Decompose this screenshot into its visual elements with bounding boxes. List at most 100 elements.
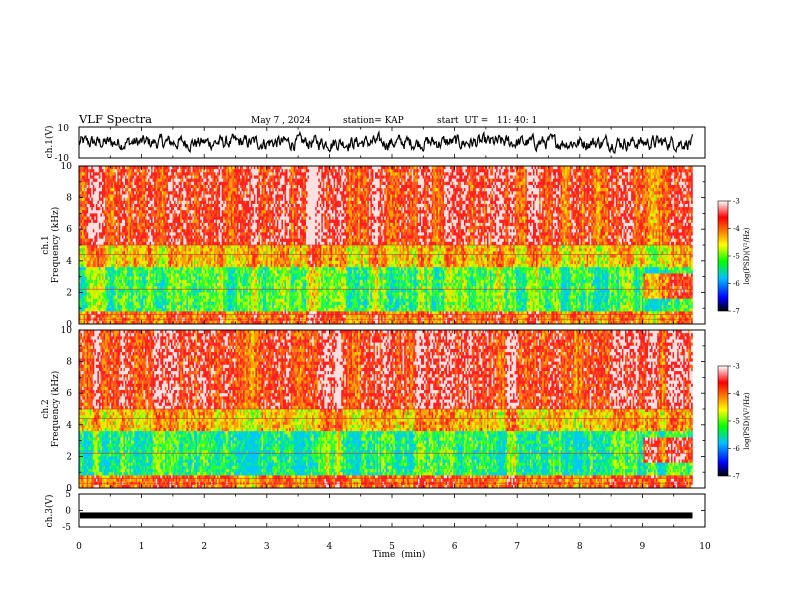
spectrogram-cell: [97, 308, 100, 312]
spectrogram-cell: [114, 191, 117, 195]
spectrogram-cell: [83, 295, 86, 300]
spectrogram-cell: [118, 238, 121, 243]
spectrogram-cell: [149, 295, 152, 300]
spectrogram-cell: [146, 175, 149, 179]
spectrogram-cell: [131, 311, 133, 315]
spectrogram-cell: [135, 279, 138, 284]
spectrogram-cell: [144, 286, 147, 290]
spectrogram-cell: [132, 207, 135, 211]
spectrogram-cell: [103, 314, 106, 318]
spectrogram-cell: [102, 263, 104, 268]
spectrogram-cell: [141, 320, 144, 325]
spectrogram-cell: [86, 175, 89, 179]
spectrogram-cell: [125, 241, 127, 246]
spectrogram-cell: [94, 207, 97, 211]
spectrogram-cell: [143, 172, 146, 176]
spectrogram-cell: [141, 181, 144, 186]
spectrogram-cell: [80, 320, 83, 325]
spectrogram-cell: [115, 207, 118, 211]
spectrogram-cell: [144, 263, 147, 268]
spectrogram-cell: [100, 181, 103, 186]
spectrogram-cell: [86, 260, 89, 265]
spectrogram-cell: [112, 314, 115, 318]
spectrogram-cell: [85, 191, 87, 195]
spectrogram-cell: [115, 257, 118, 262]
spectrogram-cell: [105, 260, 107, 265]
spectrogram-cell: [123, 235, 126, 239]
spectrogram-cell: [118, 232, 121, 236]
spectrogram-cell: [131, 200, 133, 205]
spectrogram-cell: [109, 251, 112, 255]
spectrogram-cell: [83, 203, 86, 208]
spectrogram-cell: [131, 181, 133, 186]
spectrogram-cell: [108, 175, 110, 179]
spectrogram-cell: [143, 181, 146, 186]
spectrogram-cell: [111, 178, 114, 183]
spectrogram-cell: [103, 194, 106, 198]
spectrogram-cell: [111, 270, 114, 274]
spectrogram-cell: [129, 270, 132, 274]
spectrogram-cell: [140, 203, 143, 208]
spectrogram-cell: [88, 298, 91, 303]
spectrogram-cell: [141, 282, 144, 287]
spectrogram-cell: [94, 188, 97, 192]
spectrogram-cell: [95, 166, 98, 170]
spectrogram-cell: [129, 279, 132, 284]
spectrogram-cell: [149, 184, 152, 189]
spectrogram-cell: [82, 260, 84, 265]
spectrogram-cell: [131, 279, 133, 284]
spectrogram-cell: [134, 207, 137, 211]
spectrogram-cell: [138, 311, 141, 315]
spectrogram-cell: [135, 169, 138, 173]
spectrogram-cell: [146, 273, 149, 277]
spectrogram-cell: [134, 289, 137, 293]
spectrogram-cell: [114, 257, 117, 262]
spectrogram-cell: [146, 282, 149, 287]
spectrogram-cell: [143, 273, 146, 277]
spectrogram-cell: [83, 305, 86, 309]
spectrogram-cell: [112, 207, 115, 211]
spectrogram-cell: [92, 226, 95, 230]
spectrogram-cell: [114, 267, 117, 271]
spectrogram-cell: [102, 181, 104, 186]
spectrogram-cell: [92, 197, 95, 202]
spectrogram-cell: [80, 298, 83, 303]
spectrogram-cell: [83, 197, 86, 202]
spectrogram-cell: [135, 181, 138, 186]
spectrogram-cell: [92, 263, 95, 268]
spectrogram-cell: [132, 188, 135, 192]
spectrogram-cell: [89, 286, 92, 290]
spectrogram-cell: [79, 251, 81, 255]
spectrogram-cell: [111, 238, 114, 243]
spectrogram-cell: [132, 295, 135, 300]
spectrogram-cell: [140, 263, 143, 268]
spectrogram-cell: [129, 308, 132, 312]
spectrogram-cell: [121, 222, 124, 227]
spectrogram-cell: [128, 175, 130, 179]
spectrogram-cell: [92, 207, 95, 211]
spectrogram-cell: [143, 188, 146, 192]
spectrogram-cell: [83, 222, 86, 227]
spectrogram-cell: [105, 219, 107, 224]
spectrogram-cell: [140, 308, 143, 312]
spectrogram-cell: [125, 213, 127, 217]
spectrogram-cell: [140, 222, 143, 227]
spectrogram-cell: [118, 203, 121, 208]
spectrogram-cell: [121, 184, 124, 189]
spectrogram-cell: [82, 184, 84, 189]
spectrogram-cell: [108, 289, 110, 293]
spectrogram-cell: [86, 172, 89, 176]
spectrogram-cell: [128, 314, 130, 318]
spectrogram-cell: [143, 320, 146, 325]
spectrogram-cell: [144, 210, 147, 214]
spectrogram-cell: [100, 305, 103, 309]
spectrogram-cell: [118, 292, 121, 296]
spectrogram-cell: [82, 320, 84, 325]
spectrogram-cell: [91, 289, 94, 293]
spectrogram-cell: [132, 308, 135, 312]
spectrogram-cell: [85, 175, 87, 179]
spectrogram-cell: [118, 178, 121, 183]
spectrogram-cell: [108, 203, 110, 208]
spectrogram-cell: [105, 270, 107, 274]
spectrogram-cell: [115, 270, 118, 274]
